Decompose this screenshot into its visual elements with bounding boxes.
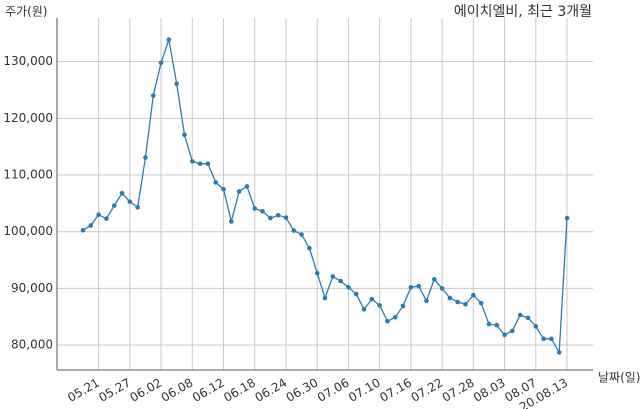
price-point <box>275 212 281 218</box>
x-tick-label: 07.22 <box>409 376 446 405</box>
price-point <box>471 292 476 298</box>
price-point <box>197 161 203 166</box>
price-point <box>361 307 367 312</box>
price-point <box>104 216 109 221</box>
price-point <box>221 186 226 192</box>
x-tick-label: 06.24 <box>252 376 289 405</box>
price-point <box>338 278 343 284</box>
price-point <box>556 350 562 355</box>
x-tick-label: 06.08 <box>159 376 196 405</box>
price-point <box>229 219 234 224</box>
price-point <box>416 283 421 289</box>
x-tick-label: 06.18 <box>221 376 258 405</box>
price-point <box>346 284 351 290</box>
x-tick-label: 07.28 <box>440 376 477 405</box>
price-point <box>463 301 468 307</box>
x-tick-label: 07.10 <box>346 376 383 405</box>
x-tick-label: 07.16 <box>377 376 414 405</box>
x-tick-label: 06.12 <box>190 376 227 405</box>
price-point <box>408 284 414 290</box>
x-axis-label: 날짜(일) <box>598 371 640 385</box>
x-tick-label: 05.21 <box>65 376 102 405</box>
price-point <box>533 324 539 329</box>
price-point <box>268 215 273 221</box>
price-point <box>377 303 382 308</box>
price-point <box>549 336 554 342</box>
price-point <box>283 215 289 220</box>
price-point <box>189 159 195 164</box>
price-point <box>96 212 101 218</box>
y-tick-label: 130,000 <box>3 54 53 68</box>
price-point <box>182 132 187 138</box>
price-point <box>455 299 461 305</box>
x-tick-label: 07.06 <box>315 376 352 405</box>
price-point <box>424 298 429 304</box>
y-tick-label: 120,000 <box>3 111 53 125</box>
price-point <box>439 286 445 291</box>
x-tick-label: 08.03 <box>471 376 508 405</box>
price-point <box>291 228 297 233</box>
price-point <box>119 190 125 196</box>
x-tick-label: 06.02 <box>128 376 165 405</box>
y-tick-label: 90,000 <box>11 281 53 295</box>
price-point <box>510 328 515 334</box>
price-point <box>564 215 570 221</box>
price-point <box>158 60 164 66</box>
y-tick-label: 100,000 <box>3 224 53 238</box>
price-point <box>486 321 492 327</box>
x-tick-label: 05.27 <box>96 376 133 405</box>
price-point <box>541 336 546 342</box>
price-point <box>150 93 156 98</box>
price-point <box>166 37 172 42</box>
price-point <box>88 223 94 228</box>
price-point <box>400 303 406 309</box>
price-point <box>478 300 484 306</box>
price-point <box>502 332 507 338</box>
price-point <box>174 81 179 87</box>
price-point <box>314 270 320 276</box>
price-point <box>213 180 219 185</box>
y-tick-label: 110,000 <box>3 168 53 182</box>
price-point <box>392 314 398 320</box>
chart-title: 에이치엘비, 최근 3개월 <box>454 4 592 20</box>
price-point <box>494 322 500 328</box>
price-point <box>307 245 312 251</box>
price-point <box>353 291 359 297</box>
price-point <box>517 312 523 318</box>
price-point <box>322 295 328 301</box>
x-tick-label: 06.30 <box>284 376 321 405</box>
price-point <box>127 199 133 204</box>
price-point <box>447 295 453 301</box>
price-point <box>299 232 304 237</box>
price-point <box>525 315 531 321</box>
price-point <box>143 155 148 160</box>
price-point <box>330 274 336 279</box>
y-axis-label: 주가(원) <box>5 5 47 19</box>
price-point <box>244 184 250 189</box>
price-point <box>431 277 437 282</box>
price-point <box>385 318 390 324</box>
price-point <box>80 227 86 233</box>
price-point <box>369 296 375 302</box>
price-point <box>205 161 211 166</box>
price-point <box>260 209 265 214</box>
price-line <box>82 39 568 355</box>
price-point <box>111 203 117 208</box>
price-point <box>135 205 140 210</box>
price-point <box>236 189 242 194</box>
price-point <box>252 206 258 211</box>
y-tick-label: 80,000 <box>11 338 53 352</box>
